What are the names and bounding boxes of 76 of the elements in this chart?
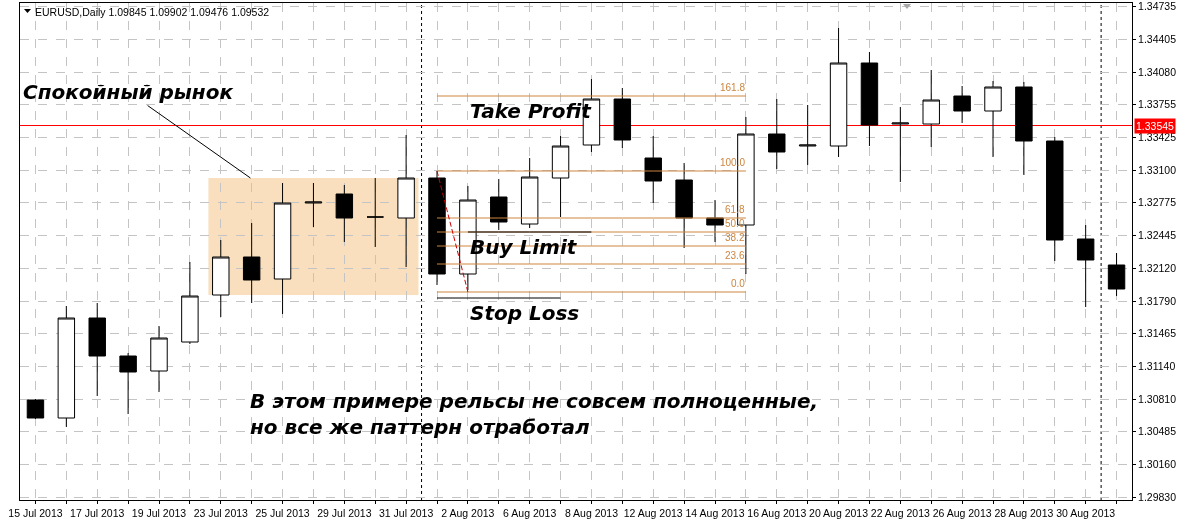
x-tick-label: 15 Jul 2013 [8, 506, 63, 519]
candlestick [242, 222, 261, 304]
candlestick [119, 352, 137, 415]
chart-title: EURUSD,Daily 1.09845 1.09902 1.09476 1.09532 [35, 5, 270, 18]
candlestick [953, 85, 971, 124]
candlestick [88, 302, 106, 397]
x-tick-label: 12 Aug 2013 [623, 506, 683, 519]
y-tick-label: 1.34405 [1138, 33, 1177, 46]
candlestick [829, 27, 848, 158]
candlestick [613, 87, 632, 149]
y-tick-label: 1.29830 [1138, 490, 1177, 503]
candlestick [273, 182, 292, 315]
annotation: В этом примере рельсы не совсем полноценные, но все же паттерн отработал [250, 389, 819, 439]
y-tick-label: 1.32120 [1138, 261, 1177, 274]
y-tick-label: 1.33755 [1138, 98, 1177, 111]
annotation: Stop Loss [470, 301, 580, 325]
band-label: Спокойный рынок [23, 80, 234, 104]
candlestick [860, 51, 879, 147]
x-tick-label: 16 Aug 2013 [747, 506, 807, 519]
candlestick [675, 162, 693, 249]
candlestick [181, 261, 199, 345]
y-tick-label: 1.32445 [1138, 229, 1177, 242]
candlestick [1076, 224, 1095, 308]
x-tick-label: 22 Aug 2013 [870, 506, 930, 519]
candlestick [551, 135, 570, 218]
x-tick-label: 31 Jul 2013 [378, 506, 434, 519]
y-tick-label: 1.33425 [1138, 131, 1177, 144]
y-tick-label: 1.31790 [1138, 294, 1177, 307]
candlestick [335, 184, 354, 243]
x-tick-label: 25 Jul 2013 [255, 506, 310, 519]
candlestick [984, 80, 1002, 158]
candlestick [644, 135, 662, 204]
candlestick [891, 106, 910, 183]
candlestick [304, 182, 323, 228]
candlestick [150, 325, 168, 393]
y-tick-label: 1.33100 [1138, 163, 1177, 176]
y-tick-label: 1.31140 [1138, 359, 1176, 372]
x-tick-label: 28 Aug 2013 [994, 506, 1054, 519]
x-tick-label: 14 Aug 2013 [685, 506, 745, 519]
candlestick [520, 157, 539, 229]
y-tick-label: 1.34080 [1138, 65, 1177, 78]
series-label: 0.0 [731, 278, 746, 289]
candlestick [26, 398, 45, 420]
y-tick-label: 1.30810 [1138, 392, 1177, 405]
series-label: 38.2 [725, 232, 745, 243]
x-tick-label: 23 Jul 2013 [193, 506, 249, 519]
y-tick-label: 1.31465 [1138, 327, 1177, 340]
candlestick [1107, 252, 1126, 297]
candlestick [922, 69, 940, 148]
x-tick-label: 20 Aug 2013 [809, 506, 869, 519]
candlestick [366, 177, 384, 248]
candlestick [397, 134, 415, 268]
y-tick-label: 1.32775 [1138, 196, 1177, 209]
candlestick [57, 305, 76, 428]
y-tick-label: 1.30160 [1138, 457, 1177, 470]
y-tick-label: 1.30485 [1138, 425, 1177, 438]
ref-line-label: 1.33545 [1136, 120, 1175, 132]
x-tick-label: 2 Aug 2013 [441, 506, 495, 519]
x-tick-label: 30 Aug 2013 [1056, 506, 1116, 519]
series-label: 23.6 [725, 250, 745, 261]
x-tick-label: 8 Aug 2013 [564, 506, 619, 519]
x-tick-label: 19 Jul 2013 [131, 506, 187, 519]
series-label: 161.8 [720, 82, 746, 93]
x-tick-label: 17 Jul 2013 [70, 506, 125, 519]
candlestick [798, 104, 817, 166]
candlestick [1015, 81, 1033, 176]
x-tick-label: 26 Aug 2013 [932, 506, 992, 519]
x-tick-label: 29 Jul 2013 [317, 506, 372, 519]
y-tick-label: 1.34735 [1138, 0, 1177, 13]
candlestick [428, 170, 446, 286]
candlestick [212, 239, 230, 318]
x-tick-label: 6 Aug 2013 [503, 506, 557, 519]
series-label: 50.0 [725, 218, 745, 229]
candlestick [768, 98, 786, 170]
candlestick [1046, 136, 1064, 262]
candlestick [706, 199, 724, 243]
